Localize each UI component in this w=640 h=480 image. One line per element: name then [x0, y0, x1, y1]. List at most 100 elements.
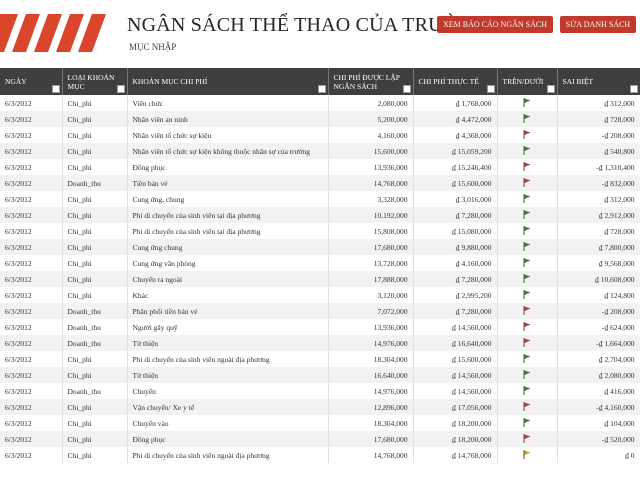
date-cell: 6/3/2012 [0, 111, 63, 127]
filter-dropdown[interactable] [317, 85, 326, 93]
table-row: 6/3/2012 Doanh_thu Chuyến 14,976,000 ₫ 14,56… [0, 383, 640, 399]
flag-cell [497, 111, 558, 127]
flag-cell [497, 319, 558, 335]
date-cell: 6/3/2012 [0, 399, 63, 415]
filter-dropdown[interactable] [116, 85, 125, 93]
budget-cell: 17,680,000 [328, 431, 414, 447]
date-cell: 6/3/2012 [0, 431, 63, 447]
table-row: 6/3/2012 Chi_phi Đồng phục 13,936,000 ₫ 15,2… [0, 159, 640, 175]
flag-icon [523, 289, 531, 299]
column-header: SAI BIỆT [557, 68, 640, 95]
flag-cell [497, 431, 558, 447]
budget-cell: 5,200,000 [328, 111, 414, 127]
flag-cell [497, 367, 558, 383]
budget-cell: 14,976,000 [328, 383, 414, 399]
table-row: 6/3/2012 Chi_phi Chuyến ra ngoài 17,888,000… [0, 271, 640, 287]
column-header: NGÀY [0, 68, 63, 95]
variance-cell: -₫ 208,000 [557, 127, 640, 143]
type-cell: Chi_phi [62, 95, 128, 111]
filter-dropdown[interactable] [629, 85, 638, 93]
type-cell: Chi_phi [62, 143, 128, 159]
flag-icon [523, 369, 531, 379]
item-cell: Vận chuyển/ Xe y tế [127, 399, 329, 415]
table-row: 6/3/2012 Chi_phi Cung ứng văn phòng 13,728,… [0, 255, 640, 271]
table-row: 6/3/2012 Chi_phi Cung ứng chung 17,680,000 ₫… [0, 239, 640, 255]
date-cell: 6/3/2012 [0, 159, 63, 175]
item-cell: Từ thiện [127, 335, 329, 351]
filter-dropdown[interactable] [486, 85, 495, 93]
flag-icon [523, 161, 531, 171]
date-cell: 6/3/2012 [0, 223, 63, 239]
report-button[interactable]: XEM BÁO CÁO NGÂN SÁCH [437, 16, 553, 33]
flag-icon [523, 257, 531, 267]
table-row: 6/3/2012 Chi_phi Nhân viên tổ chức sự kiện… [0, 143, 640, 159]
flag-icon [523, 353, 531, 363]
budget-cell: 15,600,000 [328, 143, 414, 159]
table-row: 6/3/2012 Doanh_thu Phân phối tiền bán vé 7,… [0, 303, 640, 319]
item-cell: Cung ứng văn phòng [127, 255, 329, 271]
flag-icon [523, 145, 531, 155]
flag-cell [497, 159, 558, 175]
type-cell: Chi_phi [62, 159, 128, 175]
actual-cell: ₫ 15,246,400 [413, 159, 498, 175]
table-row: 6/3/2012 Chi_phi Viên chức 2,080,000 ₫ 1,768… [0, 95, 640, 111]
variance-cell: ₫ 9,568,000 [557, 255, 640, 271]
type-cell: Doanh_thu [62, 175, 128, 191]
type-cell: Chi_phi [62, 255, 128, 271]
table-row: 6/3/2012 Chi_phi Phí di chuyển của sinh vi… [0, 207, 640, 223]
flag-icon [523, 209, 531, 219]
table-row: 6/3/2012 Doanh_thu Tiền bán vé 14,768,000 ₫ … [0, 175, 640, 191]
actual-cell: ₫ 4,368,000 [413, 127, 498, 143]
type-cell: Chi_phi [62, 191, 128, 207]
budget-cell: 10,192,000 [328, 207, 414, 223]
variance-cell: ₫ 7,800,000 [557, 239, 640, 255]
flag-cell [497, 351, 558, 367]
date-cell: 6/3/2012 [0, 287, 63, 303]
budget-cell: 17,888,000 [328, 271, 414, 287]
variance-cell: ₫ 728,000 [557, 223, 640, 239]
actual-cell: ₫ 18,200,000 [413, 431, 498, 447]
date-cell: 6/3/2012 [0, 255, 63, 271]
table-row: 6/3/2012 Doanh_thu Người gây quỹ 13,936,000… [0, 319, 640, 335]
variance-cell: ₫ 10,608,000 [557, 271, 640, 287]
item-cell: Khác [127, 287, 329, 303]
table-row: 6/3/2012 Chi_phi Khác 3,120,000 ₫ 2,995,200 ₫… [0, 287, 640, 303]
actual-cell: ₫ 7,280,000 [413, 207, 498, 223]
filter-dropdown[interactable] [51, 85, 60, 93]
type-cell: Chi_phi [62, 111, 128, 127]
flag-icon [523, 129, 531, 139]
table-row: 6/3/2012 Chi_phi Vận chuyển/ Xe y tế 12,896… [0, 399, 640, 415]
type-cell: Doanh_thu [62, 319, 128, 335]
item-cell: Tiền bán vé [127, 175, 329, 191]
variance-cell: ₫ 2,912,000 [557, 207, 640, 223]
flag-cell [497, 415, 558, 431]
type-cell: Doanh_thu [62, 383, 128, 399]
column-header-text: NGÀY [5, 77, 27, 86]
column-header: LOẠI KHOẢN MỤC [62, 68, 128, 95]
actual-cell: ₫ 9,880,000 [413, 239, 498, 255]
table-row: 6/3/2012 Chi_phi Phí di chuyển của sinh vi… [0, 447, 640, 463]
edit-list-button[interactable]: SỬA DANH SÁCH [560, 16, 636, 33]
type-cell: Chi_phi [62, 127, 128, 143]
variance-cell: -₫ 832,000 [557, 175, 640, 191]
variance-cell: -₫ 624,000 [557, 319, 640, 335]
date-cell: 6/3/2012 [0, 367, 63, 383]
type-cell: Chi_phi [62, 367, 128, 383]
item-cell: Chuyến vào [127, 415, 329, 431]
item-cell: Phí di chuyển của sinh viên tại địa phươ… [127, 223, 329, 239]
filter-dropdown[interactable] [402, 85, 411, 93]
filter-dropdown[interactable] [546, 85, 555, 93]
flag-icon [523, 321, 531, 331]
flag-cell [497, 191, 558, 207]
budget-cell: 14,768,000 [328, 447, 414, 463]
flag-icon [523, 401, 531, 411]
column-header-text: KHOẢN MỤC CHI PHÍ [132, 77, 208, 86]
table-row: 6/3/2012 Chi_phi Cung ứng, chung 3,328,000 ₫… [0, 191, 640, 207]
date-cell: 6/3/2012 [0, 143, 63, 159]
actual-cell: ₫ 2,995,200 [413, 287, 498, 303]
type-cell: Chi_phi [62, 223, 128, 239]
type-cell: Chi_phi [62, 207, 128, 223]
date-cell: 6/3/2012 [0, 271, 63, 287]
date-cell: 6/3/2012 [0, 351, 63, 367]
budget-cell: 17,680,000 [328, 239, 414, 255]
